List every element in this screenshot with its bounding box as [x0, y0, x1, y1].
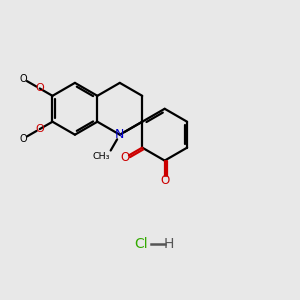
Text: H: H — [164, 237, 174, 251]
Text: O: O — [35, 83, 44, 94]
Text: O: O — [160, 174, 169, 187]
Text: CH₃: CH₃ — [93, 152, 110, 161]
Text: O: O — [19, 74, 27, 84]
Text: N: N — [115, 128, 124, 141]
Text: Cl: Cl — [134, 237, 148, 251]
Text: O: O — [35, 124, 44, 134]
Text: O: O — [120, 151, 130, 164]
Text: O: O — [19, 134, 27, 144]
